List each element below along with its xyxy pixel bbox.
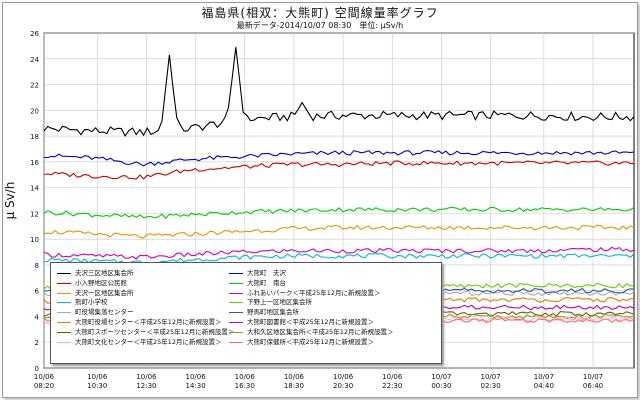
legend-label: 大熊町役場センター＜平成25年12月に新規設置＞: [75, 318, 222, 326]
legend-label: 大熊町 夫沢: [247, 269, 286, 277]
y-tick-label: 12: [30, 210, 39, 218]
legend-label: 熊町小学校: [75, 298, 108, 307]
legend-swatch: [57, 322, 71, 323]
chart-subtitle: 最新データ-2014/10/07 08:30 単位: μSv/h: [236, 21, 404, 30]
x-tick-time: 04:40: [534, 382, 554, 390]
chart-title: 福島県(相双：大熊町) 空間線量率グラフ: [201, 6, 439, 20]
legend-label: 大和久区地区集会所＜平成25年12月に新規設置＞: [247, 327, 394, 336]
legend-label: 下野上一区地区集会所: [247, 298, 312, 307]
x-tick-date: 10/06: [34, 373, 55, 381]
series-line: [43, 224, 635, 239]
x-tick-date: 10/06: [284, 373, 305, 381]
x-tick-time: 06:40: [583, 382, 603, 390]
legend-label: 夫沢一区地区集会所: [75, 288, 134, 297]
x-tick-time: 18:30: [284, 382, 304, 390]
x-tick-time: 08:20: [34, 382, 54, 390]
legend-label: 大熊町保健所＜平成25年12月に新規設置＞: [247, 337, 375, 346]
y-tick-label: 8: [35, 262, 39, 270]
x-tick-date: 10/06: [87, 373, 108, 381]
legend-label: 夫沢三区地区集会所: [75, 269, 134, 277]
legend-swatch: [229, 341, 243, 343]
legend-swatch: [57, 282, 71, 284]
x-tick-date: 10/07: [431, 373, 451, 381]
series-line: [43, 206, 635, 220]
x-tick-time: 16:30: [235, 382, 255, 390]
legend-label: 大熊町 南台: [247, 278, 286, 287]
series-line: [43, 47, 635, 137]
legend-swatch: [229, 302, 243, 304]
x-tick-date: 10/07: [481, 373, 501, 381]
legend-swatch: [57, 341, 71, 343]
legend-label: 大熊町スポーツセンター＜平成25年12月に新規設置＞: [75, 327, 235, 336]
x-tick-time: 20:30: [333, 382, 353, 390]
y-tick-label: 14: [30, 185, 39, 193]
legend-swatch: [57, 312, 71, 314]
x-tick-time: 00:30: [431, 382, 451, 390]
legend-label: 大熊町文化センター＜平成25年12月に新規設置＞: [75, 337, 222, 346]
legend-label: 大熊町図書館＜平成25年12月に新規設置＞: [247, 318, 375, 326]
legend-swatch: [229, 322, 243, 323]
x-tick-time: 10:30: [87, 382, 107, 390]
legend-label: ふれあいパーク＜平成25年12月に新規設置＞: [247, 288, 381, 297]
x-tick-date: 10/07: [534, 373, 554, 381]
x-tick-date: 10/06: [333, 373, 354, 381]
legend-swatch: [57, 292, 71, 294]
y-tick-label: 22: [30, 82, 39, 90]
y-tick-label: 16: [30, 159, 39, 167]
series-line: [44, 150, 635, 167]
legend-swatch: [229, 282, 243, 284]
x-tick-date: 10/06: [235, 373, 256, 381]
x-tick-time: 02:30: [481, 382, 501, 390]
y-tick-label: 26: [30, 30, 39, 38]
x-tick-date: 10/07: [583, 373, 603, 381]
legend-swatch: [57, 331, 71, 333]
y-tick-label: 20: [30, 107, 39, 115]
legend-swatch: [229, 273, 243, 274]
series-line: [43, 246, 635, 260]
legend-swatch: [229, 331, 243, 333]
x-tick-date: 10/06: [382, 373, 403, 381]
legend-label: 小入野地区公民館: [75, 278, 127, 287]
legend-swatch: [57, 302, 71, 304]
x-tick-date: 10/06: [136, 373, 157, 381]
legend-label: 野馬町地区集会所: [247, 308, 299, 317]
y-tick-label: 2: [35, 339, 39, 347]
legend-swatch: [229, 312, 243, 314]
y-axis-label: μ Sv/h: [3, 182, 17, 220]
x-tick-time: 14:30: [186, 382, 206, 390]
y-tick-label: 18: [30, 133, 39, 141]
x-tick-date: 10/06: [186, 373, 207, 381]
x-tick-time: 12:30: [136, 382, 156, 390]
legend-swatch: [57, 273, 71, 274]
legend-label: 町役場集落センター: [75, 308, 134, 317]
y-tick-label: 0: [35, 365, 39, 373]
legend-swatch: [229, 292, 243, 294]
series-line: [43, 160, 635, 180]
y-tick-label: 24: [30, 56, 39, 64]
x-tick-time: 22:30: [382, 382, 402, 390]
y-tick-label: 6: [35, 288, 40, 296]
y-tick-label: 4: [35, 313, 40, 321]
y-tick-label: 10: [30, 236, 39, 244]
legend: 夫沢三区地区集会所 大熊町 夫沢小入野地区公民館 大熊町 南台夫沢一区地区集会所 ふれ…: [50, 262, 442, 364]
